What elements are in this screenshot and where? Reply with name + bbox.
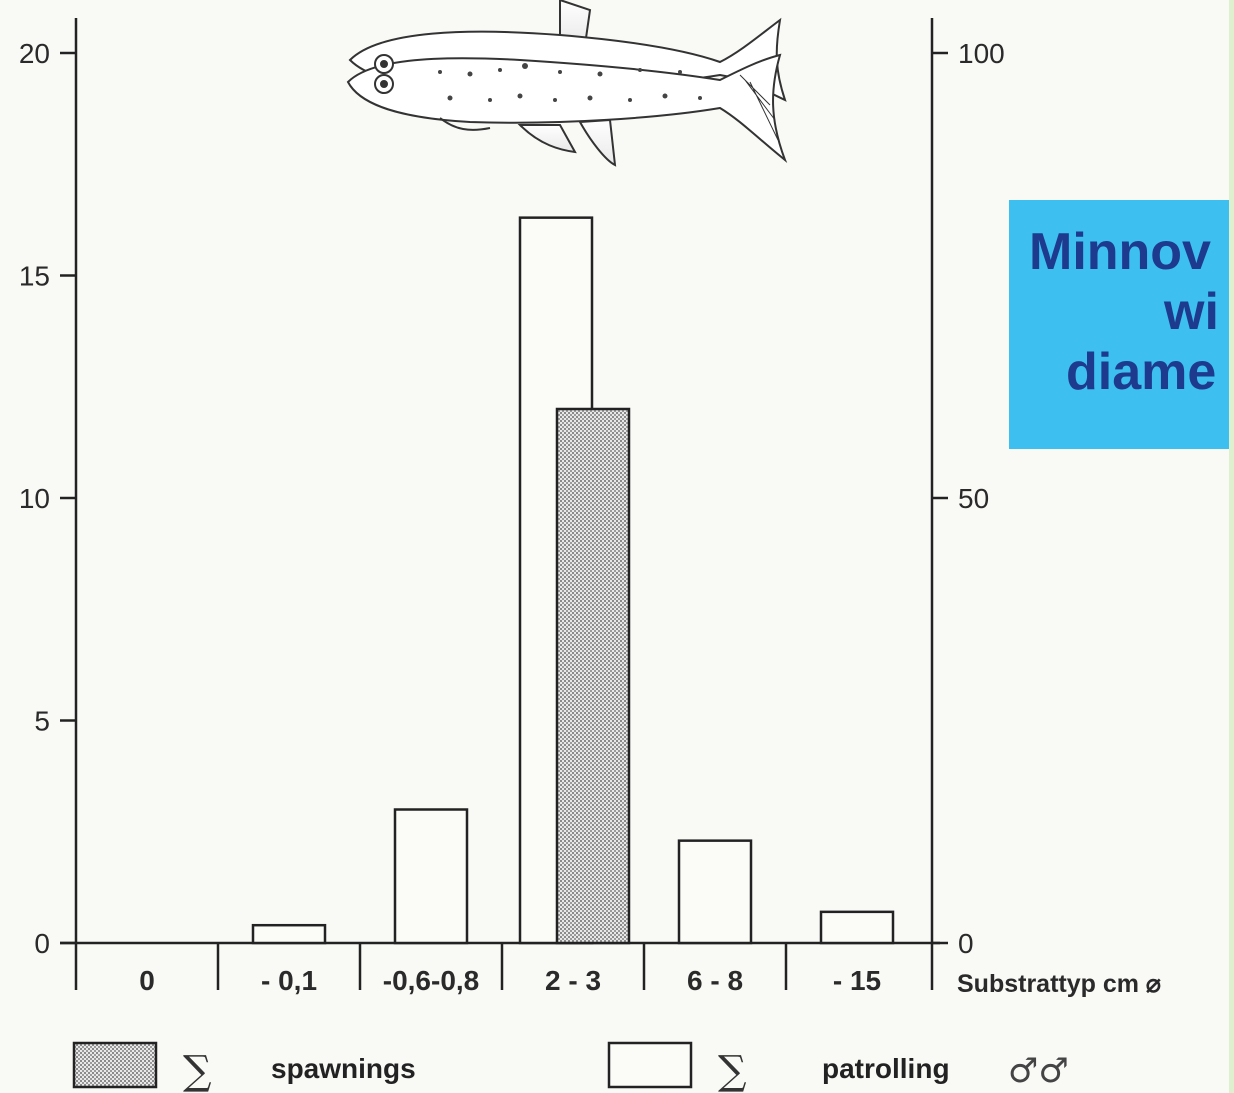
- category-dividers: [216, 943, 788, 990]
- left-tick-label: 20: [19, 38, 50, 69]
- left-tick-label: 5: [34, 706, 50, 737]
- minnow-illustration: [346, 0, 788, 167]
- patrolling-bar: [819, 910, 895, 945]
- x-axis-label: Substrattyp cm ⌀: [957, 970, 1161, 998]
- category-label: 6 - 8: [687, 965, 743, 996]
- category-label: - 0,1: [261, 965, 317, 996]
- category-label: - 15: [833, 965, 881, 996]
- male-symbols-icon: ♂♂: [1008, 1051, 1069, 1091]
- left-y-ticks: 0 5 10 15 20: [19, 38, 76, 959]
- legend-label-spawnings: spawnings: [271, 1053, 416, 1084]
- left-tick-label: 0: [34, 928, 50, 959]
- spawnings-bars: [555, 407, 631, 945]
- spawnings-bar: [555, 407, 631, 945]
- patrolling-bar: [393, 808, 469, 945]
- patrolling-bar: [251, 923, 327, 945]
- legend: ∑ spawnings ∑ patrolling ♂♂: [72, 1041, 1069, 1093]
- legend-swatch-patrolling: [607, 1041, 693, 1089]
- right-tick-label: 100: [958, 38, 1005, 69]
- right-tick-label: 0: [958, 928, 974, 959]
- left-tick-label: 15: [19, 261, 50, 292]
- legend-label-patrolling: patrolling: [822, 1053, 950, 1084]
- right-y-ticks: 0 50 100: [932, 38, 1005, 959]
- legend-sigma-patrolling: ∑: [718, 1048, 747, 1093]
- legend-sigma-spawnings: ∑: [183, 1048, 212, 1093]
- category-label: 2 - 3: [545, 965, 601, 996]
- category-labels: 0 - 0,1 -0,6-0,8 2 - 3 6 - 8 - 15: [139, 965, 881, 996]
- callout-line-1: Minnov: [1029, 223, 1211, 281]
- title-callout-box: Minnov wi diame: [1009, 200, 1234, 449]
- category-label: 0: [139, 965, 155, 996]
- left-tick-label: 10: [19, 483, 50, 514]
- category-label: -0,6-0,8: [383, 965, 480, 996]
- patrolling-bar: [677, 839, 753, 945]
- callout-line-3: diame: [1066, 343, 1217, 401]
- right-tick-label: 50: [958, 483, 989, 514]
- callout-line-2: wi: [1164, 283, 1219, 341]
- page-edge: [1229, 0, 1234, 1093]
- legend-swatch-spawnings: [72, 1041, 158, 1089]
